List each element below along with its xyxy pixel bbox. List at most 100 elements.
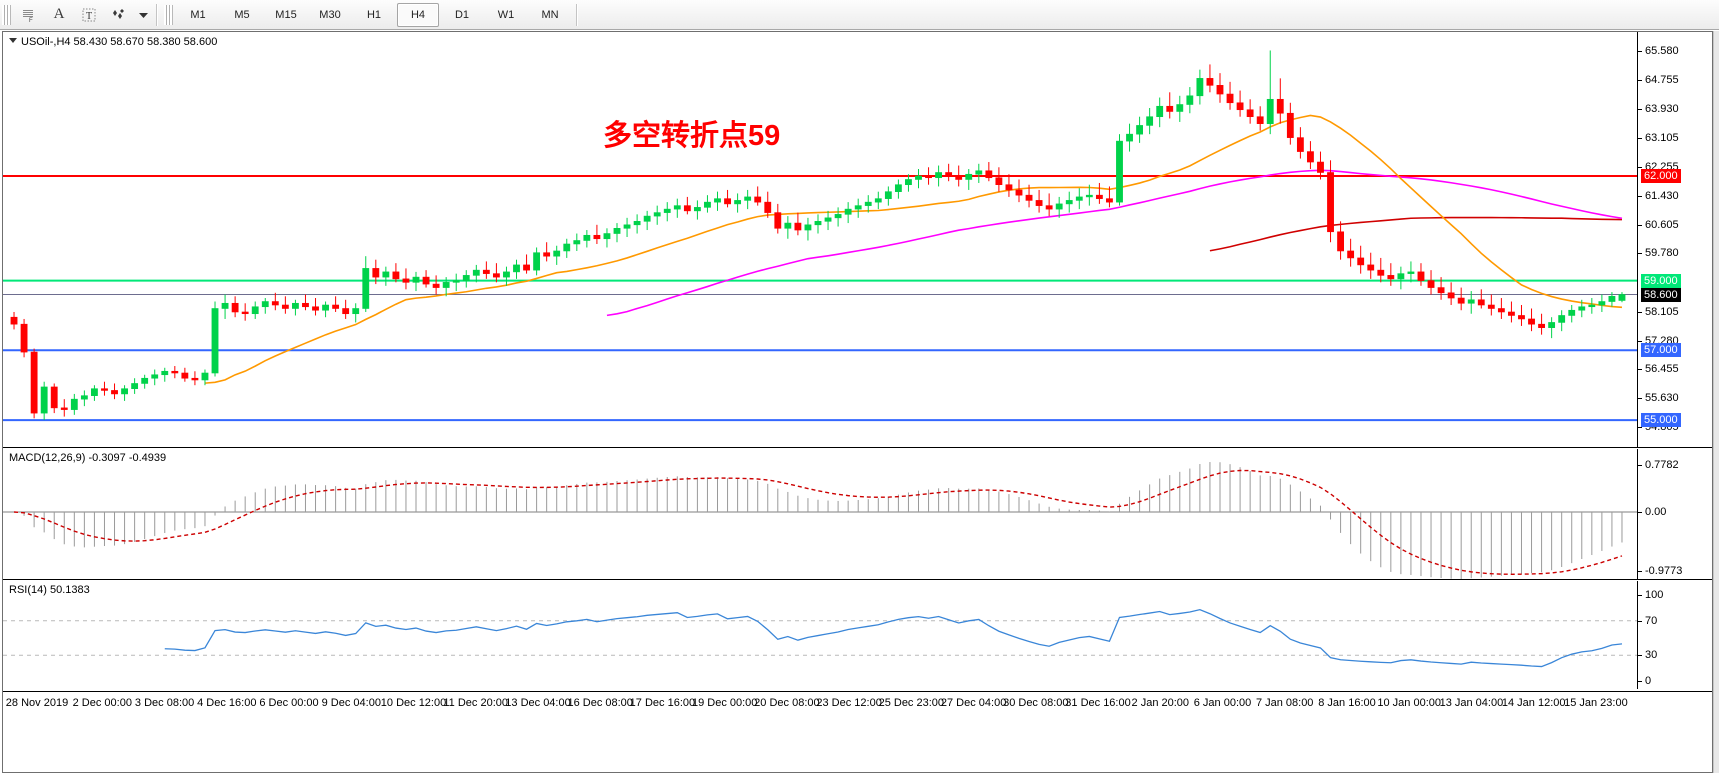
price-axis[interactable]: 65.580 64.755 63.930 63.105 62.255 61.430 60.6…: [1637, 32, 1712, 447]
time-axis-label: 14 Jan 12:00: [1501, 697, 1566, 709]
price-tick: [1638, 340, 1642, 342]
time-axis-label: 4 Dec 16:00: [197, 697, 257, 709]
panel-divider-2: [3, 579, 1712, 580]
price-axis-label: 60.605: [1645, 218, 1679, 231]
svg-text:T: T: [86, 11, 92, 22]
price-axis-label: 63.105: [1645, 131, 1679, 144]
macd-plot-area[interactable]: [3, 449, 1637, 579]
price-axis-label: 58.105: [1645, 305, 1679, 318]
time-axis-label: 31 Dec 16:00: [1065, 697, 1131, 709]
rsi-title: RSI(14) 50.1383: [9, 584, 90, 596]
objects-icon[interactable]: [105, 2, 133, 28]
chart-annotation-text: 多空转折点59: [603, 120, 781, 152]
price-level-badge[interactable]: 59.000: [1641, 273, 1681, 288]
time-axis-label: 9 Dec 04:00: [321, 697, 381, 709]
macd-title: MACD(12,26,9) -0.3097 -0.4939: [9, 452, 167, 464]
panel-gap-1: [3, 448, 1712, 449]
time-axis-label: 23 Dec 12:00: [816, 697, 882, 709]
time-axis-label: 13 Jan 04:00: [1439, 697, 1504, 709]
toolbar-separator: [156, 3, 158, 26]
price-axis-label: 55.630: [1645, 392, 1679, 405]
price-tick: [1638, 253, 1642, 255]
fractal-template-icon[interactable]: F: [15, 2, 43, 28]
price-axis-label: 56.455: [1645, 363, 1679, 376]
objects-glyph: [113, 8, 124, 19]
timeframe-m30[interactable]: M30: [319, 8, 341, 21]
price-tick: [1638, 51, 1642, 53]
price-axis-label: 61.430: [1645, 189, 1679, 202]
price-level-badge[interactable]: 57.000: [1641, 343, 1681, 358]
chart-window[interactable]: USOil-,H4 58.430 58.670 58.380 58.600 多空…: [2, 31, 1713, 773]
macd-svg: [3, 462, 1637, 579]
timeframe-d1[interactable]: D1: [454, 8, 470, 21]
time-axis-label: 7 Jan 08:00: [1255, 697, 1314, 709]
rsi-tick: [1638, 681, 1642, 682]
toolbar-grip-1[interactable]: [2, 4, 11, 25]
timeframe-mn[interactable]: MN: [541, 8, 559, 21]
rsi-axis-label: 100: [1645, 589, 1664, 601]
price-tick: [1638, 137, 1642, 139]
toolbar-separator-2: [576, 3, 578, 26]
price-level-badge[interactable]: 62.000: [1641, 169, 1681, 183]
price-tick: [1638, 426, 1642, 428]
time-axis-label: 6 Dec 00:00: [259, 697, 319, 709]
time-axis-label: 20 Dec 08:00: [754, 697, 820, 709]
time-axis-label: 2 Dec 00:00: [72, 697, 132, 709]
time-axis-label: 28 Nov 2019: [5, 697, 69, 709]
price-tick: [1638, 195, 1642, 197]
vertical-scrollbar[interactable]: [1713, 31, 1719, 773]
timeframe-m1[interactable]: M1: [190, 8, 206, 21]
price-axis-label: 64.755: [1645, 73, 1679, 86]
rsi-panel[interactable]: RSI(14) 50.1383 100 70 30 0: [3, 581, 1712, 689]
time-axis-label: 2 Jan 20:00: [1131, 697, 1190, 709]
objects-dropdown-arrow[interactable]: [135, 2, 151, 28]
chart-symbol-label: USOil-,H4 58.430 58.670 58.380 58.600: [21, 36, 218, 48]
timeframe-m5[interactable]: M5: [234, 8, 250, 21]
rsi-tick: [1638, 595, 1642, 596]
rsi-axis-label: 30: [1645, 649, 1658, 662]
toolbar-grip-2[interactable]: [164, 4, 173, 25]
rsi-tick: [1638, 655, 1642, 657]
time-axis-label: 15 Jan 23:00: [1564, 697, 1628, 709]
price-axis-label: 65.580: [1645, 45, 1679, 58]
price-plot-area[interactable]: 多空转折点59: [3, 32, 1637, 447]
timeframe-h4[interactable]: H4: [397, 2, 439, 27]
price-level-badge[interactable]: 58.600: [1641, 287, 1681, 302]
price-tick: [1638, 79, 1642, 81]
price-level-badge[interactable]: 55.000: [1641, 413, 1681, 428]
time-axis-label: 27 Dec 04:00: [940, 697, 1007, 709]
text-box-icon[interactable]: T: [75, 2, 103, 28]
macd-panel[interactable]: MACD(12,26,9) -0.3097 -0.4939 0.7782 0.00…: [3, 449, 1712, 579]
timeframe-h1[interactable]: H1: [366, 8, 382, 21]
time-axis-label: 10 Dec 12:00: [380, 697, 447, 709]
time-axis-label: 3 Dec 08:00: [134, 697, 195, 709]
macd-tick: [1638, 512, 1642, 513]
macd-axis-label: -0.9773: [1645, 565, 1683, 577]
macd-axis[interactable]: 0.7782 0.00 -0.9773: [1637, 449, 1712, 579]
price-tick: [1638, 167, 1642, 169]
timeframe-w1[interactable]: W1: [497, 8, 515, 21]
price-axis-label: 63.930: [1645, 102, 1679, 115]
time-axis-label: 8 Jan 16:00: [1318, 697, 1376, 709]
time-axis-label: 6 Jan 00:00: [1193, 697, 1252, 709]
price-axis-label: 59.780: [1645, 247, 1679, 260]
timeframe-m15[interactable]: M15: [275, 8, 297, 21]
macd-tick: [1638, 571, 1642, 572]
price-tick: [1638, 398, 1642, 400]
time-axis-label: 17 Dec 16:00: [629, 697, 696, 709]
rsi-axis[interactable]: 100 70 30 0: [1637, 581, 1712, 689]
time-axis-label: 13 Dec 04:00: [505, 697, 571, 709]
price-tick: [1638, 369, 1642, 371]
price-panel[interactable]: USOil-,H4 58.430 58.670 58.380 58.600 多空…: [3, 32, 1712, 447]
text-label-icon[interactable]: A: [45, 2, 73, 28]
macd-axis-label: 0.00: [1645, 506, 1667, 518]
time-axis-label: 25 Dec 23:00: [878, 697, 945, 709]
price-tick: [1638, 108, 1642, 110]
panel-divider-1: [3, 447, 1712, 448]
time-axis-label: 11 Dec 20:00: [443, 697, 508, 709]
collapse-chevron-icon[interactable]: [9, 38, 17, 43]
time-axis-label: 16 Dec 08:00: [567, 697, 633, 709]
time-axis[interactable]: 28 Nov 2019 2 Dec 00:00 3 Dec 08:00 4 Dec 1…: [3, 691, 1712, 773]
main-toolbar: F A T M1 M5 M15 M30 H1 H4 D1 W1 MN: [0, 0, 1719, 30]
rsi-plot-area[interactable]: [3, 581, 1637, 689]
